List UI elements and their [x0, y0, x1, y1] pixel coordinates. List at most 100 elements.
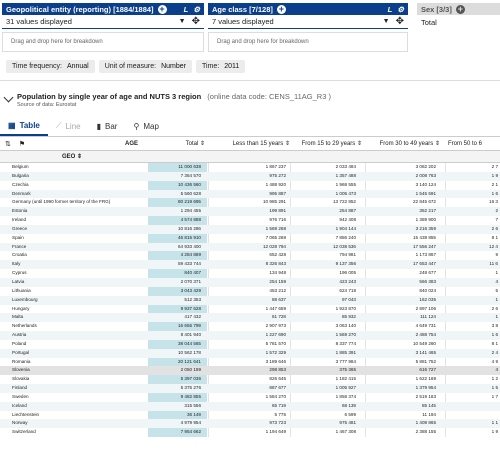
table-cell: 375 365: [339, 367, 356, 373]
table-cell: 8 337 774: [335, 340, 356, 346]
table-row[interactable]: Malta 417 432 61 728 85 932 111 124 1: [0, 313, 500, 323]
geo-caption[interactable]: GEO ⇕: [62, 154, 83, 160]
table-cell: 7: [495, 217, 498, 223]
settings-icon[interactable]: ⚙: [397, 4, 404, 14]
edit-icon[interactable]: L: [387, 4, 393, 14]
table-row[interactable]: Netherlands 16 655 799 2 907 973 3 063 140 4…: [0, 322, 500, 331]
table-row[interactable]: France 64 933 400 12 028 794 12 038 536 17 5…: [0, 242, 500, 252]
add-icon[interactable]: +: [276, 3, 286, 14]
table-cell: 1 9: [491, 429, 498, 435]
table-row[interactable]: Czechia 10 436 560 1 488 920 1 968 555 3 140…: [0, 181, 500, 190]
table-cell: 453 212: [269, 287, 286, 293]
table-row[interactable]: Bulgaria 7 364 570 975 272 1 357 488 2 008 7…: [0, 171, 500, 181]
table-row[interactable]: Latvia 2 070 371 254 159 423 243 566 383 4: [0, 277, 500, 287]
table-row[interactable]: Switzerland 7 954 662 1 194 649 1 467 308 2 …: [0, 428, 500, 437]
table-row[interactable]: Slovakia 5 397 036 826 645 1 182 415 1 622 1…: [0, 375, 500, 384]
age-drop-zone[interactable]: Drag and drop here for breakdown: [208, 32, 408, 52]
table-row[interactable]: Portugal 10 562 178 1 572 329 1 885 391 3 14…: [0, 348, 500, 358]
age-select[interactable]: 7 values displayed ▼ ✥: [208, 15, 408, 29]
tab-table[interactable]: ▦ Table: [0, 116, 48, 136]
move-icon[interactable]: ✥: [191, 16, 200, 27]
swap-axes-icon[interactable]: ⇅: [5, 140, 11, 148]
tab-line[interactable]: ⟋ Line: [48, 116, 89, 136]
table-cell: 22 845 672: [413, 199, 436, 205]
table-row[interactable]: Germany (until 1990 former territory of …: [0, 198, 500, 207]
table-cell: 973 723: [269, 420, 286, 426]
table-cell: 5 881 752: [415, 358, 436, 364]
chevron-down-icon[interactable]: ▼: [382, 18, 390, 25]
geo-label: Ireland: [12, 217, 27, 223]
age-select-value: 7 values displayed: [212, 17, 274, 26]
table-row[interactable]: Romania 20 121 641 3 189 646 3 777 984 5 881…: [0, 358, 500, 367]
table-row[interactable]: Italy 59 433 744 8 326 843 9 137 356 17 653 …: [0, 260, 500, 270]
table-row[interactable]: Norway 4 979 954 973 723 975 481 1 408 865 1 …: [0, 419, 500, 429]
add-icon[interactable]: +: [157, 3, 167, 14]
table-row[interactable]: Greece 10 816 286 1 569 268 1 904 144 3 216 …: [0, 224, 500, 234]
flag-icon[interactable]: ⚑: [18, 140, 26, 148]
column-header-row: ⇅ ⚑ AGE Total ⇕ Less than 15 years ⇕ Fro…: [0, 137, 500, 151]
col-header-label: From 15 to 29 years: [301, 141, 356, 147]
table-cell: 1 968 555: [335, 181, 356, 187]
add-icon[interactable]: +: [455, 3, 465, 14]
geo-label: Latvia: [12, 278, 25, 284]
settings-icon[interactable]: ⚙: [193, 4, 200, 14]
tab-map[interactable]: ⚲ Map: [125, 116, 166, 136]
col-header-lt15[interactable]: Less than 15 years ⇕: [232, 141, 290, 147]
table-cell: 840 024: [419, 287, 436, 293]
table-row[interactable]: Liechtenstein 36 149 5 775 6 599 11 194: [0, 411, 500, 420]
table-cell: 417 432: [184, 314, 201, 320]
table-row[interactable]: Poland 38 044 565 5 781 570 8 337 774 10 549…: [0, 340, 500, 349]
table-row[interactable]: Slovenia 2 050 189 298 853 375 365 616 727 4: [0, 366, 500, 376]
geo-select[interactable]: 31 values displayed ▼ ✥: [2, 15, 204, 29]
table-cell: 12 028 794: [263, 243, 286, 249]
table-row[interactable]: Finland 5 375 276 887 677 1 005 927 1 379 95…: [0, 384, 500, 393]
table-row[interactable]: Estonia 1 294 455 199 891 254 887 352 217 2: [0, 207, 500, 217]
geo-label: Cyprus: [12, 270, 27, 276]
table-row[interactable]: Belgium 11 000 638 1 867 237 2 033 484 3 082…: [0, 163, 500, 172]
table-row[interactable]: Denmark 5 560 628 995 887 1 005 473 1 545 59…: [0, 189, 500, 199]
table-cell: 7 954 662: [180, 429, 201, 435]
unit-chip[interactable]: Unit of measure: Number: [98, 60, 192, 73]
table-cell: 3 063 140: [335, 323, 356, 329]
edit-icon[interactable]: L: [183, 4, 189, 14]
chevron-down-icon[interactable]: ▼: [178, 18, 186, 25]
table-cell: 11 194: [422, 411, 436, 417]
table-row[interactable]: Hungary 9 937 628 1 447 659 1 923 870 2 897 …: [0, 305, 500, 314]
table-cell: 566 383: [419, 278, 436, 284]
table-cell: 2 519 183: [415, 393, 436, 399]
col-header-total[interactable]: Total ⇕: [185, 141, 205, 147]
age-filter-header[interactable]: Age class [7/128] + L ⚙: [208, 3, 408, 15]
move-icon[interactable]: ✥: [395, 16, 404, 27]
chip-value: Annual: [66, 63, 89, 70]
col-header-label: From 50 to 6: [448, 140, 483, 147]
geo-filter[interactable]: Geopolitical entity (reporting) [1884/18…: [2, 3, 204, 52]
geo-label: Romania: [12, 358, 31, 364]
sex-filter[interactable]: Sex [3/3] + Total: [417, 3, 500, 29]
geo-filter-header[interactable]: Geopolitical entity (reporting) [1884/18…: [2, 3, 204, 15]
chip-value: Number: [161, 63, 186, 70]
col-header-50-64[interactable]: From 50 to 6: [448, 141, 500, 147]
sex-filter-header[interactable]: Sex [3/3] +: [417, 3, 500, 15]
table-row[interactable]: Austria 8 401 940 1 227 690 1 569 270 2 488 …: [0, 331, 500, 340]
table-row[interactable]: Croatia 4 284 889 652 428 794 981 1 173 867 9: [0, 251, 500, 260]
table-row[interactable]: Lithuania 3 043 429 453 212 624 718 840 024 5: [0, 287, 500, 296]
col-header-15-29[interactable]: From 15 to 29 years ⇕: [301, 141, 362, 147]
col-header-30-49[interactable]: From 30 to 49 years ⇕: [379, 141, 440, 147]
table-row[interactable]: Ireland 4 574 888 976 716 942 408 1 389 900 7: [0, 216, 500, 225]
geo-drop-zone[interactable]: Drag and drop here for breakdown: [2, 32, 204, 52]
data-table: ⇅ ⚑ AGE Total ⇕ Less than 15 years ⇕ Fro…: [0, 137, 500, 438]
time-frequency-chip[interactable]: Time frequency: Annual: [6, 60, 95, 73]
table-cell: 20 121 641: [178, 358, 201, 364]
table-row[interactable]: Iceland 315 556 65 719 68 139 85 145: [0, 401, 500, 411]
time-chip[interactable]: Time: 2011: [196, 60, 246, 73]
table-cell: 111 124: [420, 314, 436, 320]
table-row[interactable]: Spain 46 815 910 7 065 268 7 886 240 15 438 …: [0, 234, 500, 243]
sex-select[interactable]: Total: [417, 15, 500, 29]
table-cell: 199 891: [269, 208, 286, 214]
age-filter[interactable]: Age class [7/128] + L ⚙ 7 values displaye…: [208, 3, 408, 52]
table-row[interactable]: Sweden 9 482 855 1 584 270 1 858 374 2 519 1…: [0, 393, 500, 402]
tab-bar[interactable]: ▮ Bar: [89, 116, 126, 136]
table-row[interactable]: Cyprus 840 407 134 948 196 005 248 677 1: [0, 269, 500, 278]
table-row[interactable]: Luxembourg 512 353 88 637 97 043 162 035 1: [0, 295, 500, 305]
chevron-collapse-icon[interactable]: [3, 92, 14, 103]
